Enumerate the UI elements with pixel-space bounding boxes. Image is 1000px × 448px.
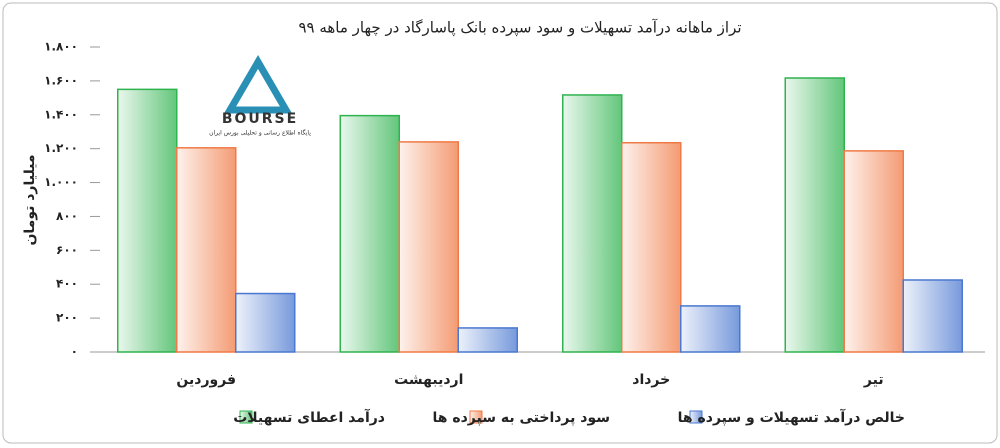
bar bbox=[843, 150, 904, 353]
x-tick-label: تیر bbox=[863, 372, 884, 388]
bar bbox=[235, 292, 296, 353]
legend-swatch bbox=[239, 410, 253, 424]
y-tick-label: ۸۰۰ bbox=[56, 209, 78, 223]
logo: BOURSE پایگاه اطلاع رسانی و تحلیلی بورس … bbox=[209, 52, 311, 142]
bar bbox=[176, 147, 237, 353]
y-tick-label: ۱.۸۰۰ bbox=[44, 40, 78, 54]
legend-swatch bbox=[469, 410, 483, 424]
bar bbox=[398, 141, 459, 353]
x-tick-label: فروردین bbox=[176, 372, 236, 388]
y-tick-label: ۲۰۰ bbox=[56, 311, 78, 325]
bar bbox=[562, 94, 623, 353]
bar bbox=[902, 279, 963, 353]
y-tick-label: ۴۰۰ bbox=[56, 277, 78, 291]
bar bbox=[621, 141, 682, 353]
legend-label: خالص درآمد تسهیلات و سپرده ها bbox=[678, 408, 905, 426]
y-tick-label: ۰ bbox=[71, 345, 78, 359]
y-tick-label: ۶۰۰ bbox=[56, 243, 78, 257]
bar bbox=[117, 88, 178, 353]
chart-title: تراز ماهانه درآمد تسهیلات و سود سپرده با… bbox=[298, 19, 741, 38]
logo-mark bbox=[223, 55, 293, 114]
x-tick-label: خرداد bbox=[632, 372, 670, 388]
bar bbox=[680, 305, 741, 353]
legend-swatch bbox=[689, 410, 703, 424]
y-tick-label: ۱.۴۰۰ bbox=[44, 107, 78, 121]
bar bbox=[339, 114, 400, 353]
logo-subtitle: پایگاه اطلاع رسانی و تحلیلی بورس ایران bbox=[209, 129, 311, 137]
y-axis-label: میلیارد تومان bbox=[22, 154, 38, 245]
bar bbox=[457, 327, 518, 353]
y-tick-label: ۱.۰۰۰ bbox=[44, 175, 78, 189]
y-tick-label: ۱.۲۰۰ bbox=[44, 141, 78, 155]
logo-text: BOURSE bbox=[222, 111, 298, 127]
legend-label: درآمد اعطای تسهیلات bbox=[233, 408, 385, 426]
y-tick-label: ۱.۶۰۰ bbox=[44, 73, 78, 87]
x-tick-label: اردیبهشت bbox=[394, 372, 463, 388]
legend-label: سود پرداختی به سپرده ها bbox=[433, 410, 611, 426]
bar bbox=[784, 77, 845, 353]
